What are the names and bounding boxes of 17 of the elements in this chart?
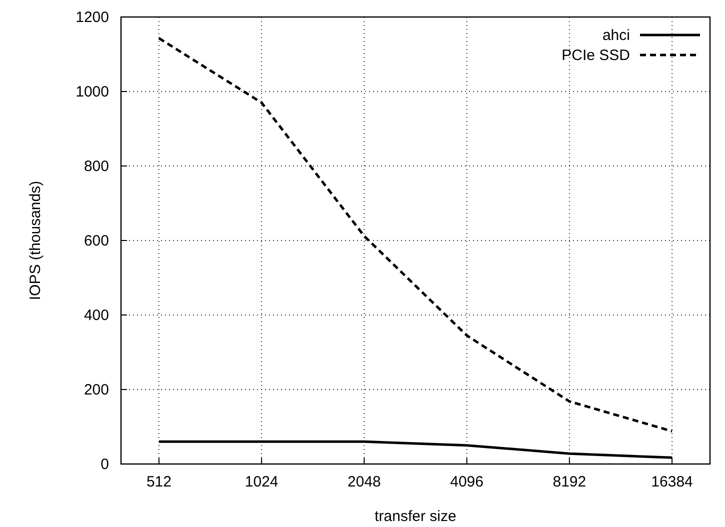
x-tick-label: 512 bbox=[146, 474, 172, 491]
x-tick-label: 1024 bbox=[244, 474, 278, 491]
y-tick-label: 1000 bbox=[76, 83, 109, 100]
y-tick-label: 1200 bbox=[76, 8, 109, 26]
y-tick-label: 600 bbox=[84, 232, 109, 250]
x-tick-label: 4096 bbox=[450, 474, 484, 491]
x-axis-title: transfer size bbox=[374, 508, 456, 525]
legend-label: ahci bbox=[602, 27, 630, 44]
y-axis-title: IOPS (thousands) bbox=[27, 180, 44, 300]
y-tick-label: 400 bbox=[84, 306, 109, 324]
y-tick-label: 200 bbox=[84, 381, 109, 398]
x-tick-label: 16384 bbox=[651, 474, 693, 491]
y-tick-label: 800 bbox=[84, 158, 109, 175]
x-tick-label: 8192 bbox=[552, 474, 586, 491]
x-tick-label: 2048 bbox=[348, 474, 381, 491]
y-tick-label: 0 bbox=[100, 456, 109, 473]
legend-label: PCIe SSD bbox=[562, 47, 630, 64]
